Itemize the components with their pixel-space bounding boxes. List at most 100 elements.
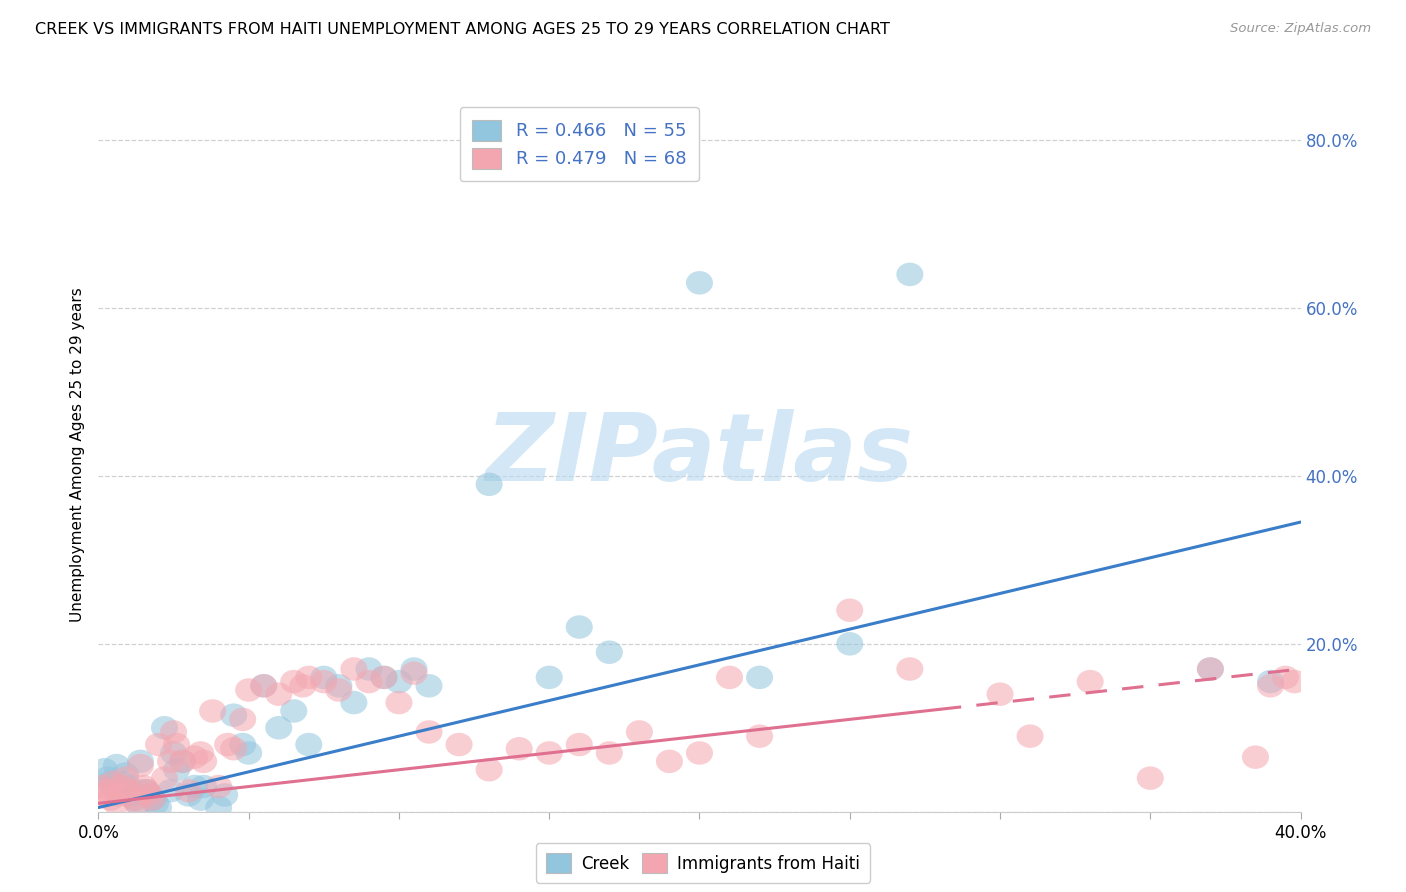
Ellipse shape (89, 775, 115, 798)
Ellipse shape (221, 704, 247, 727)
Ellipse shape (250, 674, 277, 698)
Ellipse shape (565, 733, 593, 756)
Ellipse shape (1281, 670, 1308, 693)
Ellipse shape (214, 733, 242, 756)
Ellipse shape (596, 640, 623, 664)
Ellipse shape (129, 779, 157, 803)
Ellipse shape (103, 791, 129, 815)
Ellipse shape (686, 271, 713, 294)
Ellipse shape (340, 690, 367, 714)
Ellipse shape (200, 699, 226, 723)
Ellipse shape (401, 662, 427, 685)
Ellipse shape (190, 749, 217, 773)
Ellipse shape (266, 716, 292, 739)
Ellipse shape (385, 670, 412, 693)
Ellipse shape (150, 716, 179, 739)
Ellipse shape (475, 473, 502, 496)
Ellipse shape (295, 665, 322, 690)
Ellipse shape (1197, 657, 1223, 681)
Ellipse shape (97, 788, 124, 811)
Ellipse shape (221, 737, 247, 761)
Ellipse shape (94, 779, 121, 803)
Ellipse shape (163, 733, 190, 756)
Ellipse shape (136, 783, 163, 806)
Text: CREEK VS IMMIGRANTS FROM HAITI UNEMPLOYMENT AMONG AGES 25 TO 29 YEARS CORRELATIO: CREEK VS IMMIGRANTS FROM HAITI UNEMPLOYM… (35, 22, 890, 37)
Ellipse shape (139, 788, 166, 811)
Ellipse shape (235, 741, 262, 764)
Ellipse shape (295, 733, 322, 756)
Ellipse shape (385, 690, 412, 714)
Ellipse shape (250, 674, 277, 698)
Ellipse shape (416, 674, 443, 698)
Y-axis label: Unemployment Among Ages 25 to 29 years: Unemployment Among Ages 25 to 29 years (69, 287, 84, 623)
Ellipse shape (1197, 657, 1223, 681)
Ellipse shape (401, 657, 427, 681)
Ellipse shape (181, 775, 208, 798)
Ellipse shape (1257, 674, 1284, 698)
Ellipse shape (127, 749, 155, 773)
Ellipse shape (536, 741, 562, 764)
Ellipse shape (157, 749, 184, 773)
Ellipse shape (565, 615, 593, 639)
Ellipse shape (897, 262, 924, 286)
Ellipse shape (127, 754, 155, 777)
Ellipse shape (211, 783, 238, 806)
Ellipse shape (1241, 746, 1270, 769)
Ellipse shape (91, 758, 118, 781)
Ellipse shape (229, 733, 256, 756)
Ellipse shape (229, 707, 256, 731)
Ellipse shape (91, 783, 118, 806)
Ellipse shape (205, 796, 232, 819)
Legend: Creek, Immigrants from Haiti: Creek, Immigrants from Haiti (536, 843, 870, 883)
Ellipse shape (145, 796, 172, 819)
Ellipse shape (134, 779, 160, 803)
Ellipse shape (1272, 665, 1299, 690)
Ellipse shape (596, 741, 623, 764)
Ellipse shape (987, 682, 1014, 706)
Ellipse shape (181, 746, 208, 769)
Ellipse shape (1137, 766, 1164, 790)
Ellipse shape (160, 720, 187, 744)
Ellipse shape (105, 779, 134, 803)
Ellipse shape (134, 779, 160, 803)
Ellipse shape (150, 766, 179, 790)
Ellipse shape (280, 699, 308, 723)
Ellipse shape (311, 665, 337, 690)
Ellipse shape (112, 766, 139, 790)
Ellipse shape (103, 754, 129, 777)
Ellipse shape (506, 737, 533, 761)
Ellipse shape (187, 741, 214, 764)
Ellipse shape (626, 720, 652, 744)
Ellipse shape (136, 783, 163, 806)
Ellipse shape (266, 682, 292, 706)
Ellipse shape (325, 674, 353, 698)
Ellipse shape (105, 783, 134, 806)
Ellipse shape (686, 741, 713, 764)
Ellipse shape (169, 749, 195, 773)
Text: ZIPatlas: ZIPatlas (485, 409, 914, 501)
Ellipse shape (747, 665, 773, 690)
Ellipse shape (129, 775, 157, 798)
Ellipse shape (121, 788, 148, 811)
Ellipse shape (97, 771, 124, 794)
Ellipse shape (657, 749, 683, 773)
Ellipse shape (124, 791, 150, 815)
Ellipse shape (1017, 724, 1043, 747)
Ellipse shape (118, 783, 145, 806)
Ellipse shape (897, 657, 924, 681)
Text: Source: ZipAtlas.com: Source: ZipAtlas.com (1230, 22, 1371, 36)
Ellipse shape (747, 724, 773, 747)
Ellipse shape (142, 791, 169, 815)
Ellipse shape (837, 599, 863, 622)
Ellipse shape (176, 783, 202, 806)
Ellipse shape (115, 775, 142, 798)
Ellipse shape (356, 657, 382, 681)
Legend: R = 0.466   N = 55, R = 0.479   N = 68: R = 0.466 N = 55, R = 0.479 N = 68 (460, 107, 699, 181)
Ellipse shape (115, 779, 142, 803)
Ellipse shape (121, 788, 148, 811)
Ellipse shape (1077, 670, 1104, 693)
Ellipse shape (205, 775, 232, 798)
Ellipse shape (340, 657, 367, 681)
Ellipse shape (190, 775, 217, 798)
Ellipse shape (108, 771, 136, 794)
